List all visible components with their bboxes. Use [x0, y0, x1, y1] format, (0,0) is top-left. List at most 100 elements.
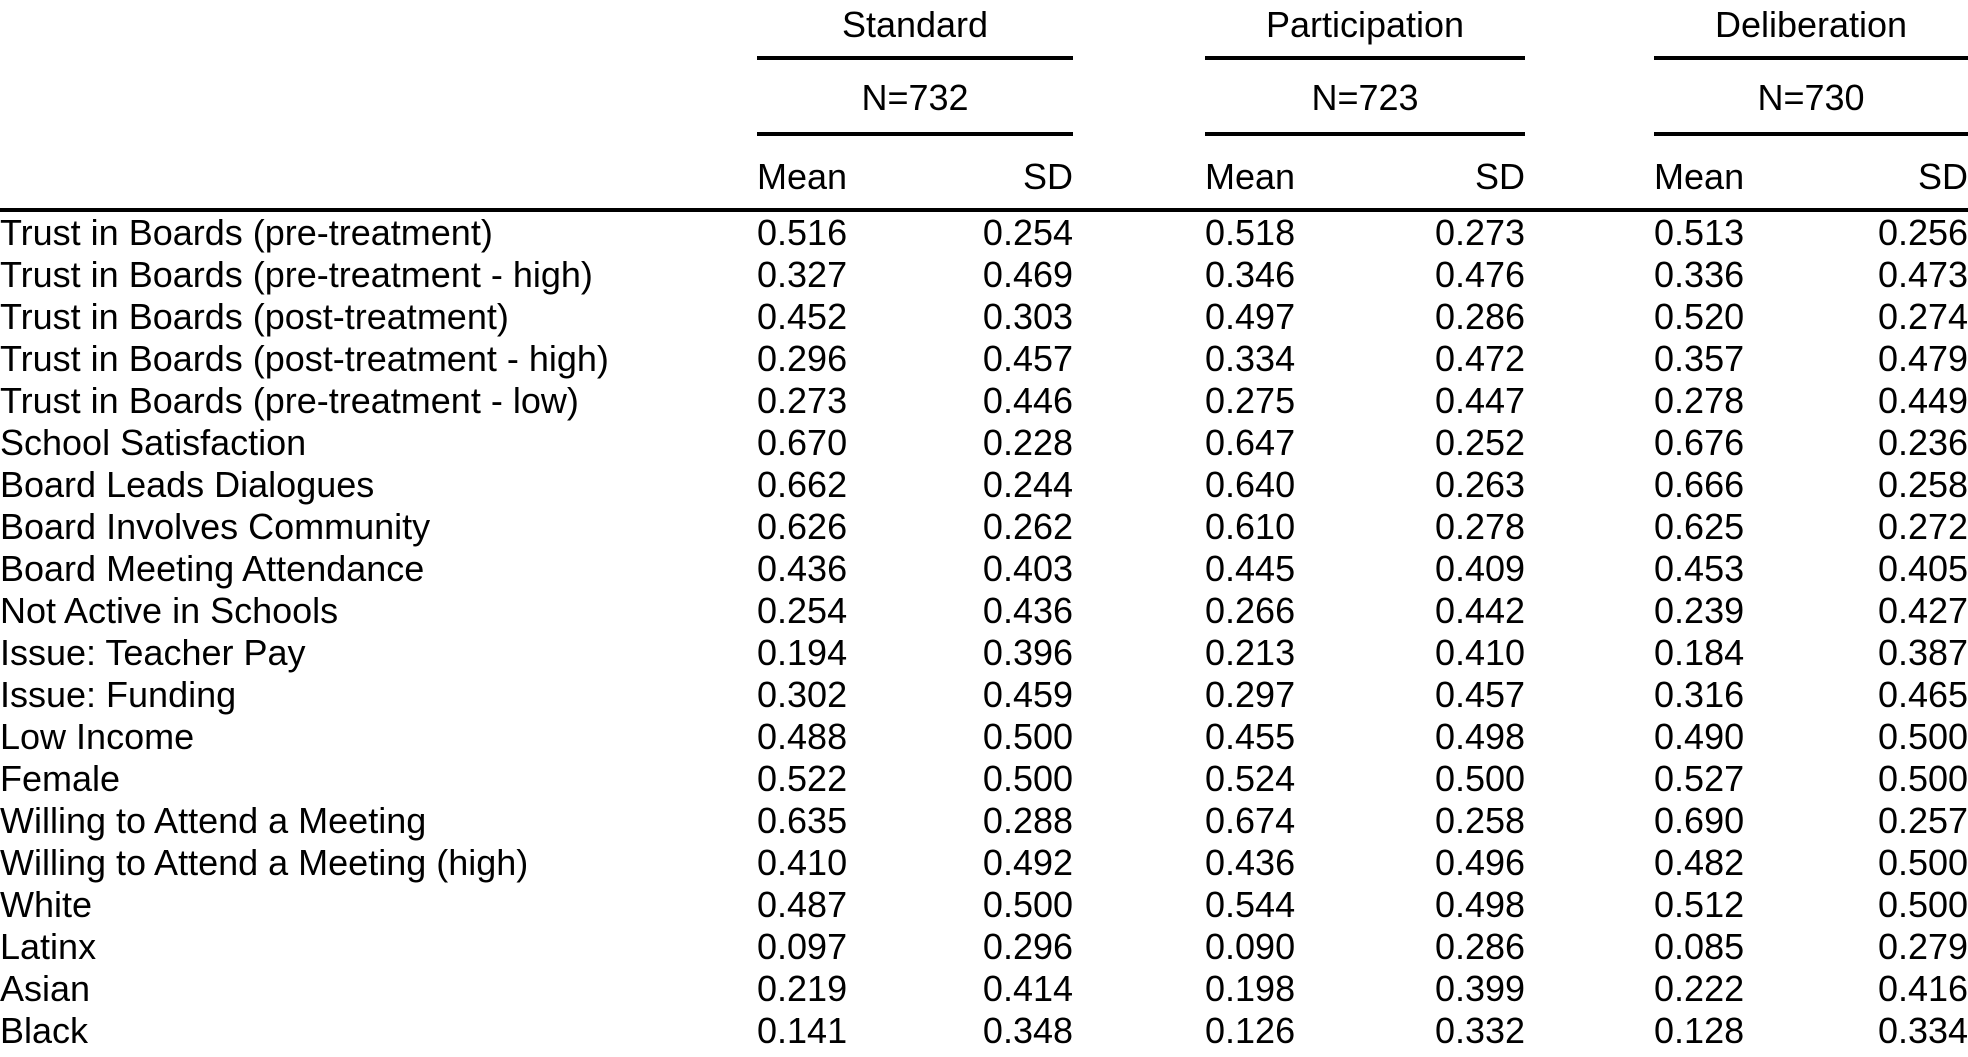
sd-value-cell: 0.492 — [982, 842, 1074, 883]
group-gap — [1525, 632, 1654, 674]
mean-value-cell: 0.198 — [1205, 968, 1296, 1009]
mean-value-cell: 0.482 — [1654, 842, 1745, 883]
row-label: Trust in Boards (pre-treatment - low) — [0, 380, 579, 421]
group-gap — [1073, 0, 1205, 58]
mean-value-cell: 0.184 — [1654, 632, 1745, 673]
mean-value-cell: 0.490 — [1654, 716, 1745, 757]
table-row: Trust in Boards (post-treatment) 0.452 0.3… — [0, 296, 1968, 338]
sd-value-cell: 0.427 — [1877, 590, 1968, 631]
mean-value-cell: 0.128 — [1654, 1010, 1745, 1051]
row-label: Board Involves Community — [0, 506, 431, 547]
table-header: Standard Participation Deliberation N=73… — [0, 0, 1968, 212]
sd-value-cell: 0.252 — [1434, 422, 1526, 463]
mean-value-cell: 0.518 — [1205, 212, 1296, 253]
mean-value-cell: 0.488 — [757, 716, 848, 757]
table-row: Issue: Funding 0.302 0.459 0.297 0.457 0.316 0… — [0, 674, 1968, 716]
row-label: Trust in Boards (post-treatment) — [0, 296, 509, 337]
group-gap — [1525, 254, 1654, 296]
row-label: Board Leads Dialogues — [0, 464, 375, 505]
mean-value-cell: 0.334 — [1205, 338, 1296, 379]
group-gap — [1525, 58, 1654, 134]
mean-value-cell: 0.275 — [1205, 380, 1296, 421]
table-row: Asian 0.219 0.414 0.198 0.399 0.222 0.416 — [0, 968, 1968, 1010]
group-gap — [1073, 422, 1205, 464]
mean-value-cell: 0.239 — [1654, 590, 1745, 631]
mean-value-cell: 0.346 — [1205, 254, 1296, 295]
sd-value-cell: 0.500 — [1434, 758, 1526, 799]
sd-value-cell: 0.447 — [1434, 380, 1526, 421]
mean-value-cell: 0.662 — [757, 464, 848, 505]
row-label: Trust in Boards (pre-treatment) — [0, 212, 493, 253]
sd-value-cell: 0.256 — [1877, 212, 1968, 253]
mean-value-cell: 0.302 — [757, 674, 848, 715]
table-row: Black 0.141 0.348 0.126 0.332 0.128 0.334 — [0, 1010, 1968, 1052]
table-row: School Satisfaction 0.670 0.228 0.647 0.252 0… — [0, 422, 1968, 464]
sd-value-cell: 0.409 — [1434, 548, 1526, 589]
mean-value-cell: 0.410 — [757, 842, 848, 883]
group-gap — [1525, 338, 1654, 380]
table-row: Board Involves Community 0.626 0.262 0.610 0… — [0, 506, 1968, 548]
sd-value-cell: 0.258 — [1434, 800, 1526, 841]
sd-value-cell: 0.274 — [1877, 296, 1968, 337]
table-row: Trust in Boards (pre-treatment - low) 0.2… — [0, 380, 1968, 422]
sd-value-cell: 0.457 — [1434, 674, 1526, 715]
sd-value-cell: 0.254 — [982, 212, 1074, 253]
sd-value-cell: 0.442 — [1434, 590, 1526, 631]
row-label: Latinx — [0, 926, 97, 967]
sd-value-cell: 0.257 — [1877, 800, 1968, 841]
group-gap — [1073, 926, 1205, 968]
sd-value-cell: 0.410 — [1434, 632, 1526, 673]
mean-value-cell: 0.219 — [757, 968, 848, 1009]
group-gap — [1073, 884, 1205, 926]
group-gap — [1525, 0, 1654, 58]
group-gap — [1073, 674, 1205, 716]
group-header-deliberation: Deliberation — [1654, 0, 1968, 60]
mean-value-cell: 0.445 — [1205, 548, 1296, 589]
row-label: School Satisfaction — [0, 422, 307, 463]
row-label: Trust in Boards (post-treatment - high) — [0, 338, 609, 379]
sd-value-cell: 0.473 — [1877, 254, 1968, 295]
sd-value-cell: 0.472 — [1434, 338, 1526, 379]
sd-value-cell: 0.416 — [1877, 968, 1968, 1009]
row-label: Willing to Attend a Meeting — [0, 800, 427, 841]
group-gap — [1073, 58, 1205, 134]
mean-value-cell: 0.516 — [757, 212, 848, 253]
sd-value-cell: 0.288 — [982, 800, 1074, 841]
mean-value-cell: 0.647 — [1205, 422, 1296, 463]
group-gap — [1073, 800, 1205, 842]
mean-value-cell: 0.527 — [1654, 758, 1745, 799]
sd-value-cell: 0.500 — [1877, 758, 1968, 799]
mean-value-cell: 0.666 — [1654, 464, 1745, 505]
group-gap — [1073, 968, 1205, 1010]
group-gap — [1073, 632, 1205, 674]
sd-value-cell: 0.479 — [1877, 338, 1968, 379]
sd-value-cell: 0.348 — [982, 1010, 1074, 1051]
group-gap — [1525, 506, 1654, 548]
group-gap — [1073, 716, 1205, 758]
sd-value-cell: 0.387 — [1877, 632, 1968, 673]
mean-value-cell: 0.497 — [1205, 296, 1296, 337]
mean-value-cell: 0.452 — [757, 296, 848, 337]
row-label: White — [0, 884, 93, 925]
mean-value-cell: 0.222 — [1654, 968, 1745, 1009]
group-gap — [1525, 590, 1654, 632]
sample-size-deliberation: N=730 — [1654, 58, 1968, 136]
sd-value-cell: 0.279 — [1877, 926, 1968, 967]
sd-value-cell: 0.396 — [982, 632, 1074, 673]
sd-value-cell: 0.258 — [1877, 464, 1968, 505]
group-gap — [1525, 422, 1654, 464]
table-row: Willing to Attend a Meeting (high) 0.410 0… — [0, 842, 1968, 884]
group-gap — [1073, 506, 1205, 548]
sd-value-cell: 0.403 — [982, 548, 1074, 589]
mean-value-cell: 0.487 — [757, 884, 848, 925]
mean-value-cell: 0.297 — [1205, 674, 1296, 715]
mean-value-cell: 0.316 — [1654, 674, 1745, 715]
sample-size-row: N=732 N=723 N=730 — [0, 58, 1968, 136]
label-column-spacer — [0, 58, 757, 134]
group-gap — [1525, 380, 1654, 422]
group-gap — [1073, 380, 1205, 422]
group-gap — [1525, 716, 1654, 758]
mean-value-cell: 0.640 — [1205, 464, 1296, 505]
mean-value-cell: 0.520 — [1654, 296, 1745, 337]
